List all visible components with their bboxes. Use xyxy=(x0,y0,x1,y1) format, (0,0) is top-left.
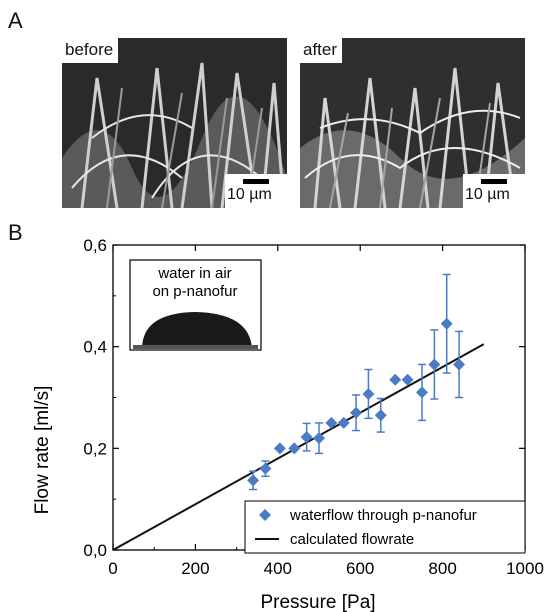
sem-image-after: after 10 µm xyxy=(300,38,525,208)
y-tick-label: 0,0 xyxy=(83,541,107,560)
x-tick-label: 400 xyxy=(264,559,292,578)
panel-a-letter: A xyxy=(8,8,23,33)
chart-marks xyxy=(112,273,485,551)
data-point xyxy=(247,474,260,487)
data-point xyxy=(401,373,414,386)
data-point xyxy=(313,432,325,445)
scale-bar-after-label: 10 µm xyxy=(465,186,510,203)
x-tick-label: 600 xyxy=(346,559,374,578)
legend-marker-scatter xyxy=(259,509,271,521)
data-point xyxy=(350,406,363,419)
legend-label-scatter: waterflow through p-nanofur xyxy=(289,507,477,524)
x-axis-label: Pressure [Pa] xyxy=(260,592,375,612)
data-point xyxy=(362,387,375,400)
scale-bar-after: 10 µm xyxy=(463,174,525,208)
legend: waterflow through p-nanofur calculated f… xyxy=(244,500,526,554)
sem-before-label: before xyxy=(62,38,119,63)
inset: water in air on p-nanofur xyxy=(129,259,262,351)
y-axis-label: Flow rate [ml/s] xyxy=(32,386,53,515)
inset-text-line1: water in air xyxy=(157,265,231,282)
axis-ticks: 0 200 400 600 800 1000 0,0 0,2 0,4 0,6 xyxy=(83,236,544,578)
scale-bar-before-label: 10 µm xyxy=(227,186,272,203)
data-point xyxy=(259,462,272,475)
panel-b-letter: B xyxy=(8,220,23,245)
inset-text-line2: on p-nanofur xyxy=(152,283,237,300)
data-point xyxy=(273,442,286,455)
inset-droplet xyxy=(142,312,252,349)
data-point xyxy=(453,358,466,371)
data-point xyxy=(428,358,441,371)
y-tick-label: 0,4 xyxy=(83,338,107,357)
legend-box xyxy=(244,500,526,554)
legend-label-line: calculated flowrate xyxy=(290,531,414,548)
y-tick-label: 0,2 xyxy=(83,439,107,458)
data-point xyxy=(288,442,301,455)
x-tick-label: 200 xyxy=(181,559,209,578)
flowrate-chart: 0 200 400 600 800 1000 0,0 0,2 0,4 0,6 Pressure [… xyxy=(32,236,544,612)
data-point xyxy=(416,386,428,399)
sem-after-label: after xyxy=(300,38,343,63)
data-point xyxy=(325,416,338,429)
sem-image-before: before 10 µm xyxy=(62,38,287,208)
data-point xyxy=(389,373,402,386)
scale-bar-after-line xyxy=(481,179,507,184)
data-point xyxy=(300,431,313,444)
data-point xyxy=(440,317,453,330)
scale-bar-before: 10 µm xyxy=(225,174,287,208)
y-tick-label: 0,6 xyxy=(83,236,107,255)
inset-surface xyxy=(133,345,258,349)
data-point xyxy=(337,416,350,429)
data-point xyxy=(374,409,387,422)
x-tick-label: 1000 xyxy=(506,559,544,578)
scale-bar-before-line xyxy=(243,179,269,184)
x-tick-label: 800 xyxy=(428,559,456,578)
x-tick-label: 0 xyxy=(108,559,117,578)
